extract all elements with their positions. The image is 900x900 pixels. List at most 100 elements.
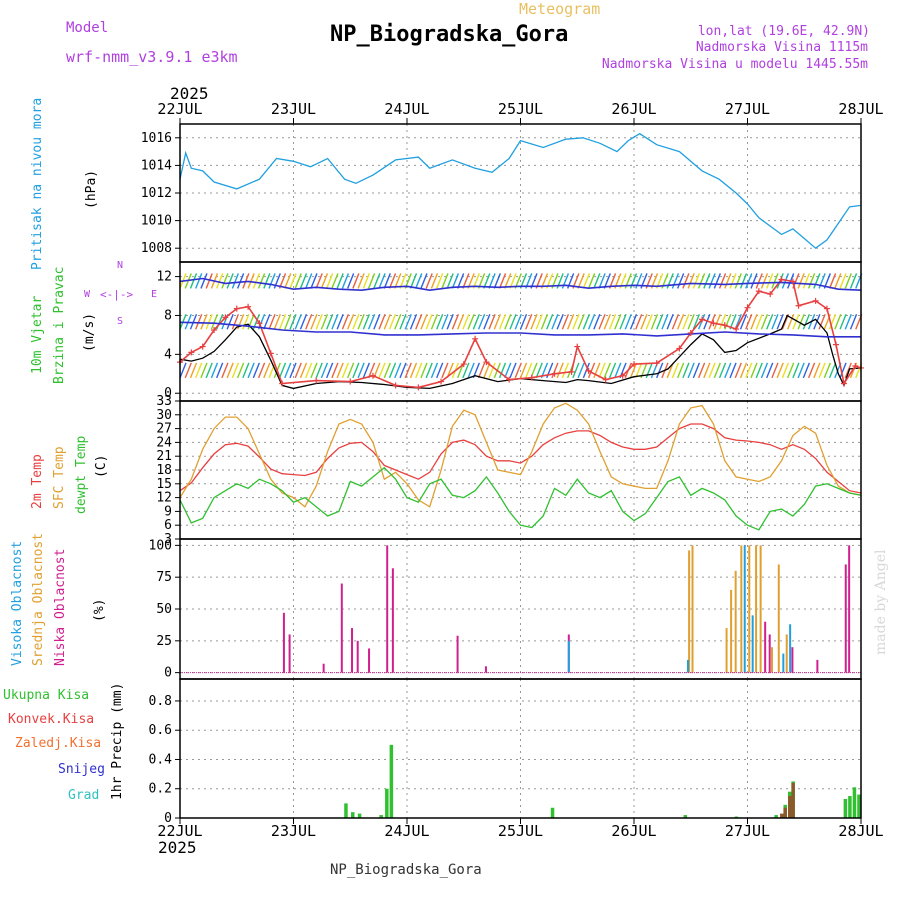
y-tick-label: 24 xyxy=(156,435,172,450)
wind-arrow xyxy=(697,273,706,289)
wind-arrow xyxy=(394,273,402,289)
wind-arrow xyxy=(677,273,685,289)
wind-arrow xyxy=(776,314,784,330)
wind-arrow xyxy=(745,273,753,289)
bar-srednja xyxy=(725,628,728,673)
wind-arrow xyxy=(383,362,391,379)
wind-arrow xyxy=(787,314,795,330)
bar-niska xyxy=(768,634,771,673)
wind-arrow xyxy=(326,362,334,379)
wind-arrow xyxy=(572,362,580,379)
wind-arrow xyxy=(582,314,591,330)
wind-arrow xyxy=(582,273,591,289)
bar-ukupna-kisa xyxy=(774,815,778,818)
wind-arrow xyxy=(357,362,365,379)
wind-arrow xyxy=(593,362,601,379)
x-tick-label-bottom: 27JUL xyxy=(725,822,770,840)
wind-arrow xyxy=(268,273,276,289)
y-tick-label: 15 xyxy=(156,477,172,492)
x-tick-label-top: 24JUL xyxy=(384,100,429,118)
wind-arrow xyxy=(766,362,774,379)
wind-arrow xyxy=(498,362,507,379)
gust-marker xyxy=(506,376,513,383)
wind-arrow xyxy=(305,362,313,379)
wind-arrow xyxy=(671,273,680,289)
wind-arrow xyxy=(420,273,428,289)
wind-arrow xyxy=(284,314,292,330)
y-tick-label: 12 xyxy=(156,491,172,506)
x-tick-label-top: 27JUL xyxy=(725,100,770,118)
lonlat-info: lon,lat (19.6E, 42.9N) xyxy=(697,24,870,39)
wind-arrow xyxy=(200,273,208,289)
wind-arrow xyxy=(828,362,837,379)
wind-arrow xyxy=(341,273,350,289)
wind-arrow xyxy=(483,362,491,379)
wind-arrow xyxy=(834,314,842,330)
wind-arrow xyxy=(294,362,302,379)
wind-arrow xyxy=(813,273,821,289)
bar-srednja xyxy=(740,545,743,673)
wind-arrow xyxy=(708,273,716,289)
wind-arrow xyxy=(231,362,240,379)
wind-arrow xyxy=(839,273,847,289)
wind-arrow xyxy=(493,273,501,289)
bar-ukupna-kisa xyxy=(848,796,852,818)
wind-arrow xyxy=(504,273,512,289)
wind-arrow xyxy=(278,362,287,379)
x-tick-label-top: 22JUL xyxy=(157,100,202,118)
wind-arrow xyxy=(687,273,695,289)
gust-marker xyxy=(795,302,802,309)
wind-arrow xyxy=(771,362,779,379)
bar-niska xyxy=(848,545,851,673)
y-tick-label: 21 xyxy=(156,449,172,464)
panel-frame xyxy=(179,678,862,819)
wind-arrow xyxy=(462,362,470,379)
bar-niska xyxy=(322,663,325,673)
gust-marker xyxy=(279,380,286,387)
bar-ukupna-kisa xyxy=(550,807,555,818)
wind-arrow xyxy=(718,314,727,330)
series-line-vjetar xyxy=(179,277,862,292)
bar-niska xyxy=(340,583,343,673)
wind-arrow xyxy=(739,314,748,330)
gust-marker xyxy=(852,363,859,370)
wind-arrow xyxy=(509,362,517,379)
wind-arrow xyxy=(483,314,491,330)
wind-arrow xyxy=(797,273,805,289)
bar-konvek-kisa xyxy=(783,807,787,818)
wind-arrow xyxy=(362,362,370,379)
y-tick-label: 18 xyxy=(156,463,172,478)
wind-arrow xyxy=(221,362,229,379)
gust-marker xyxy=(245,303,252,310)
wind-arrow xyxy=(608,362,617,379)
wind-arrow xyxy=(200,362,208,379)
wind-arrow xyxy=(305,273,313,289)
wind-arrow xyxy=(263,362,271,379)
wind-arrow xyxy=(493,314,501,330)
year-bottom: 2025 xyxy=(158,838,197,857)
wind-arrow xyxy=(430,362,439,379)
wind-arrow xyxy=(216,273,224,289)
wind-arrow xyxy=(729,273,737,289)
gust-marker xyxy=(619,372,626,379)
y-tick-label: 0.8 xyxy=(149,694,172,709)
y-tick-label: 9 xyxy=(164,504,172,519)
bar-visoka xyxy=(743,545,746,673)
wind-arrow xyxy=(315,273,323,289)
gust-marker xyxy=(778,276,785,283)
wind-arrow xyxy=(231,314,240,330)
gust-marker xyxy=(472,335,479,342)
wind-arrow xyxy=(525,362,533,379)
gust-marker xyxy=(369,372,376,379)
wind-arrow xyxy=(441,273,449,289)
wind-arrow xyxy=(629,362,638,379)
wind-arrow xyxy=(713,362,721,379)
wind-arrow xyxy=(320,273,329,289)
wind-arrow xyxy=(671,314,680,330)
pressure-title: Pritisak na nivou mora xyxy=(30,97,45,270)
wind-arrow xyxy=(603,314,611,330)
wind-arrow xyxy=(750,314,758,330)
wind-arrow xyxy=(561,362,570,379)
wind-arrow xyxy=(760,273,769,289)
wind-arrow xyxy=(645,314,653,330)
